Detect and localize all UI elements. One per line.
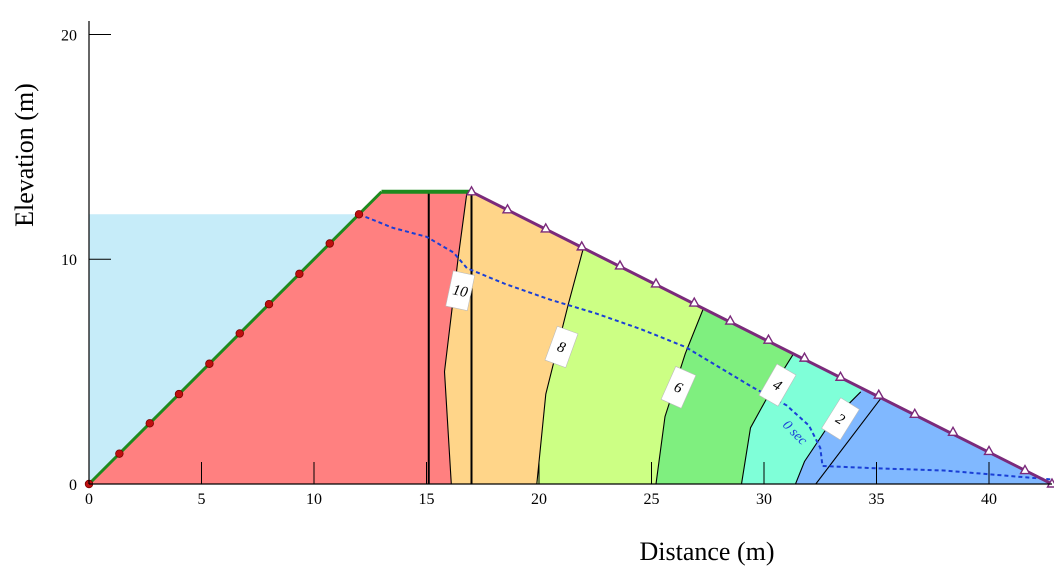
- contour-label-box: [544, 325, 579, 368]
- x-tick-label-30: 30: [756, 491, 772, 508]
- contour-label-box: [445, 270, 476, 311]
- contour-label-4: 4: [758, 363, 797, 407]
- downstream-node-13: [947, 425, 959, 437]
- downstream-node-14: [983, 444, 995, 456]
- contour-label-text: 10: [451, 282, 469, 301]
- x-axis-title: Distance (m): [639, 537, 774, 566]
- upstream-node-5: [235, 329, 244, 338]
- downstream-node-5: [650, 277, 662, 288]
- contour-label-10: 10: [445, 270, 476, 311]
- x-tick-label-15: 15: [419, 491, 435, 508]
- downstream-node-15: [1019, 464, 1031, 475]
- upstream-face: [87, 190, 383, 486]
- downstream-node-7: [724, 314, 736, 325]
- downstream-node-16: [1046, 477, 1054, 488]
- upstream-node-2: [145, 419, 154, 428]
- upstream-node-6: [264, 299, 274, 309]
- downstream-node-6: [688, 296, 700, 307]
- downstream-node-4: [614, 259, 626, 270]
- axes-layer: 0 5 10 15 20 25 30 35 40 0 10 20: [61, 21, 1052, 508]
- upstream-node-3: [174, 389, 184, 399]
- upstream-node-9: [354, 210, 364, 219]
- y-axis-title: Elevation (m): [10, 83, 39, 227]
- y-tick-label-20: 20: [61, 27, 77, 44]
- upstream-node-4: [205, 359, 214, 368]
- x-tick-label-0: 0: [85, 491, 93, 508]
- downstream-node-10: [834, 370, 847, 381]
- contour-label-8: 8: [544, 325, 579, 368]
- downstream-node-3: [576, 240, 588, 251]
- contour-label-6: 6: [660, 366, 697, 409]
- y-tick-label-10: 10: [61, 252, 77, 269]
- contour-label-box: [758, 363, 797, 407]
- downstream-node-11: [873, 388, 885, 399]
- downstream-node-0: [465, 185, 478, 196]
- zone-6: [795, 191, 1052, 485]
- downstream-node-1: [501, 203, 514, 214]
- contour-labels-layer: 10 8 6 42: [445, 270, 860, 441]
- contour-label-box: [660, 366, 697, 409]
- upstream-node-8: [325, 239, 334, 248]
- downstream-node-2: [540, 222, 552, 233]
- x-tick-label-25: 25: [644, 491, 660, 508]
- contour-line-10: [443, 191, 468, 485]
- upstream-node-1: [115, 449, 124, 458]
- downstream-node-9: [798, 351, 811, 362]
- downstream-node-8: [762, 333, 775, 344]
- y-tick-label-0: 0: [69, 477, 77, 494]
- x-tick-label-10: 10: [306, 491, 322, 508]
- x-tick-label-35: 35: [869, 491, 885, 508]
- contour-label-box: [821, 397, 860, 441]
- zone-2: [444, 191, 584, 485]
- contour-line-unlabeled-5: [815, 394, 884, 485]
- downstream-node-12: [909, 407, 921, 419]
- x-tick-label-40: 40: [981, 491, 997, 508]
- core-lines-layer: [427, 191, 473, 484]
- contour-label-2: 2: [821, 397, 860, 441]
- x-tick-label-5: 5: [198, 491, 206, 508]
- x-tick-label-20: 20: [531, 491, 547, 508]
- contour-line-4: [740, 346, 799, 485]
- upstream-node-7: [295, 269, 304, 279]
